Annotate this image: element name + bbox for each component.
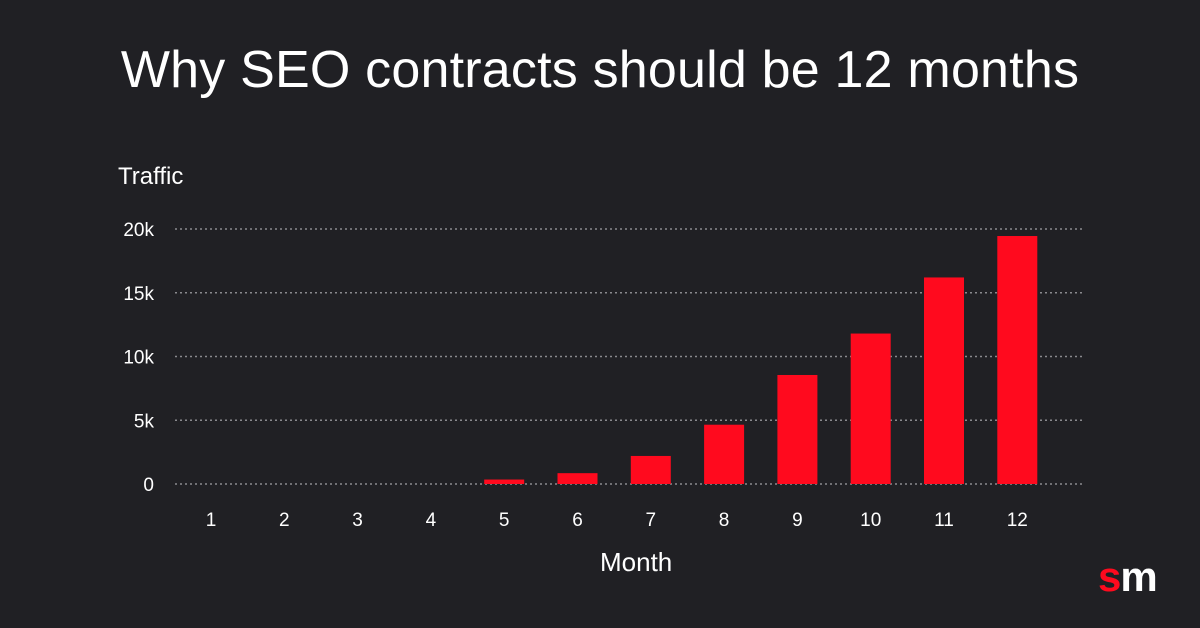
x-tick-label: 10 (860, 510, 881, 531)
bar-month-6 (557, 473, 598, 484)
bar-month-8 (704, 424, 745, 484)
y-tick-label: 20k (123, 220, 154, 241)
x-tick-label: 8 (719, 510, 730, 531)
sm-logo: sm (1098, 553, 1158, 600)
x-axis-label: Month (600, 547, 673, 577)
x-tick-label: 3 (352, 510, 363, 531)
bars (484, 236, 1038, 484)
bar-month-10 (850, 333, 891, 484)
y-tick-label: 15k (123, 284, 154, 305)
x-tick-label: 5 (499, 510, 510, 531)
x-tick-label: 6 (572, 510, 583, 531)
y-tick-label: 5k (134, 411, 155, 432)
x-tick-label: 9 (792, 510, 803, 531)
bar-month-7 (630, 455, 671, 484)
x-tick-label: 12 (1007, 510, 1028, 531)
y-tick-labels: 0 5k 10k 15k 20k (123, 220, 154, 496)
x-tick-label: 2 (279, 510, 290, 531)
bar-month-5 (484, 479, 525, 484)
bar-month-9 (777, 374, 818, 484)
logo-letter-m: m (1120, 553, 1157, 600)
x-tick-labels: 1 2 3 4 5 6 7 8 9 10 11 12 (206, 510, 1028, 531)
bar-month-12 (997, 236, 1038, 484)
x-tick-label: 7 (646, 510, 657, 531)
x-tick-label: 4 (426, 510, 437, 531)
chart-title: Why SEO contracts should be 12 months (120, 41, 1080, 99)
y-tick-label: 10k (123, 348, 154, 369)
y-tick-label: 0 (143, 475, 154, 496)
x-tick-label: 1 (206, 510, 217, 531)
logo-letter-s: s (1098, 553, 1121, 600)
y-axis-label: Traffic (118, 163, 184, 190)
x-tick-label: 11 (934, 510, 954, 531)
bar-month-11 (924, 277, 964, 484)
